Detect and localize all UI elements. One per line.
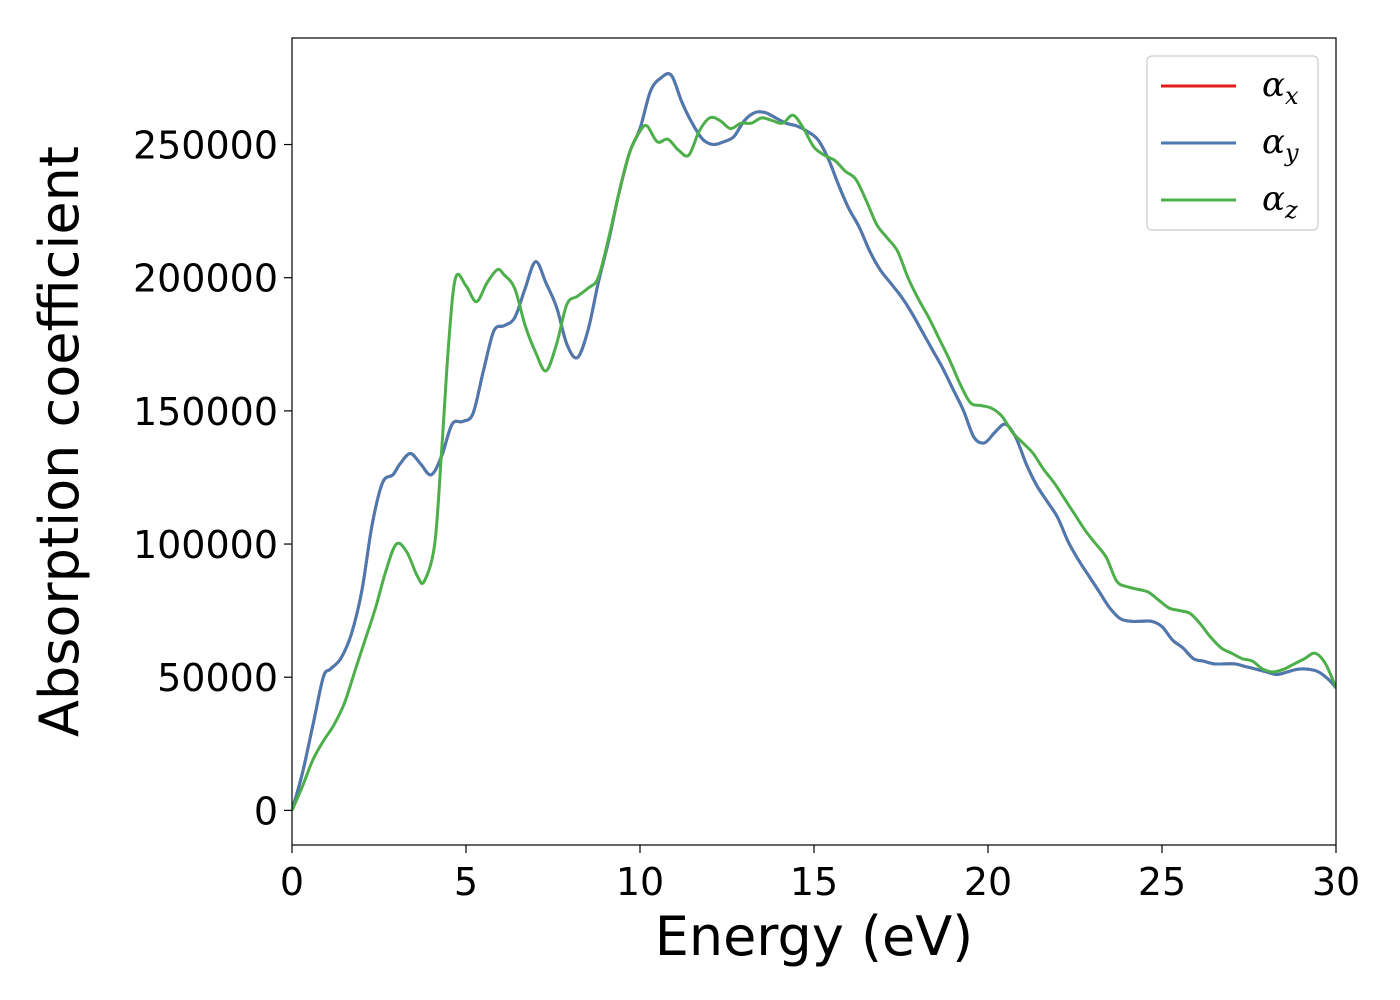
series-layer (292, 72, 1336, 811)
y-tick-label: 250000 (133, 124, 278, 168)
x-tick-label: 10 (616, 860, 664, 904)
x-axis-ticks: 0 5 10 15 20 25 30 (280, 845, 1360, 904)
y-tick-label: 0 (254, 789, 278, 833)
y-axis-ticks: 0 50000 100000 150000 200000 250000 (133, 124, 292, 833)
x-tick-label: 0 (280, 860, 304, 904)
y-tick-label: 100000 (133, 523, 278, 567)
x-axis-label: Energy (eV) (655, 905, 974, 968)
x-tick-label: 20 (964, 860, 1012, 904)
series-line-alpha-z (292, 113, 1336, 811)
y-tick-label: 200000 (133, 257, 278, 301)
x-tick-label: 5 (454, 860, 478, 904)
y-tick-label: 50000 (157, 656, 278, 700)
x-tick-label: 25 (1138, 860, 1186, 904)
y-axis-label: Absorption coefficient (28, 146, 91, 737)
y-tick-label: 150000 (133, 390, 278, 434)
series-line-alpha-y (292, 72, 1336, 811)
x-tick-label: 30 (1312, 860, 1360, 904)
x-tick-label: 15 (790, 860, 838, 904)
